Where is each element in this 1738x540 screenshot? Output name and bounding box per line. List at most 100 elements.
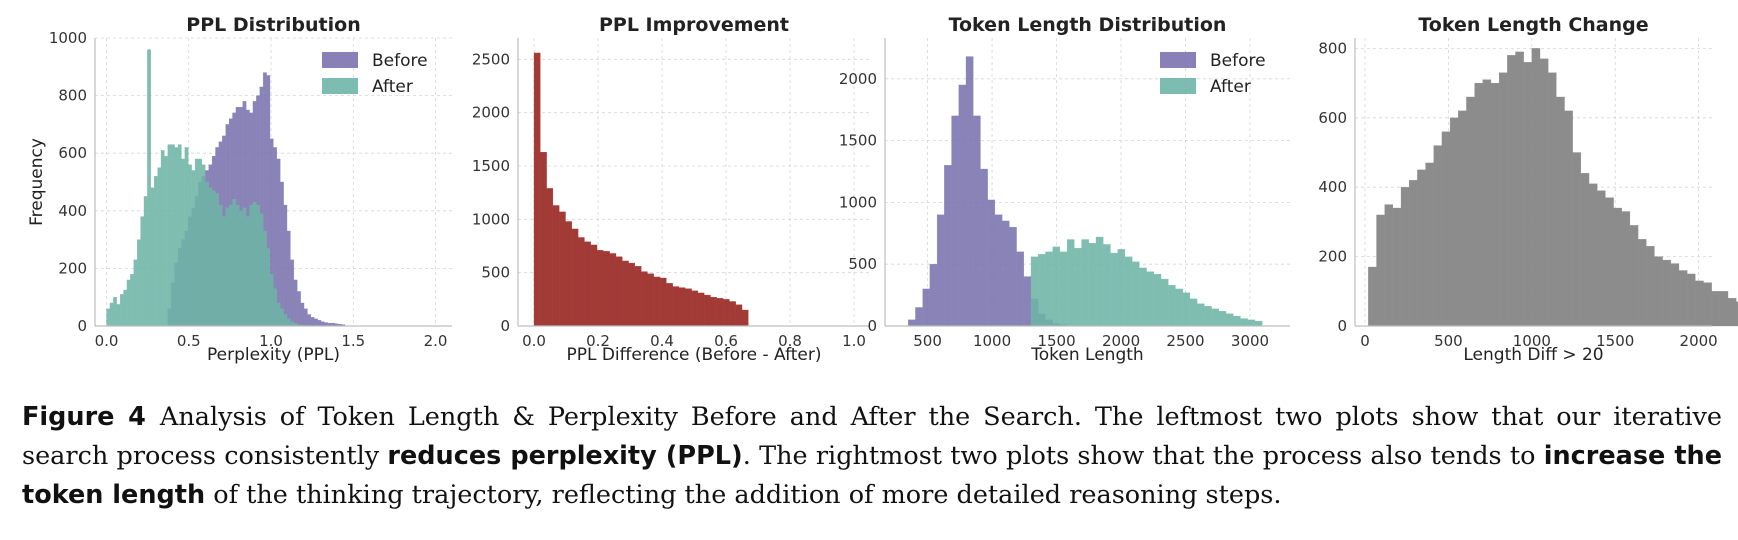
histogram-bar	[987, 199, 996, 327]
histogram-bar	[269, 274, 274, 327]
histogram-bar	[1646, 246, 1655, 327]
histogram-bar	[242, 207, 247, 327]
histogram-bar	[314, 318, 318, 327]
legend-label: After	[372, 77, 413, 97]
histogram-bar	[659, 277, 667, 327]
figure-caption: Figure 4 Analysis of Token Length & Perpl…	[22, 398, 1722, 515]
histogram-bar	[297, 291, 301, 327]
histogram-bar	[1711, 291, 1720, 327]
histogram-bar	[1146, 271, 1154, 327]
histogram-bar	[1572, 152, 1582, 327]
histogram-bar	[1168, 285, 1176, 327]
histogram-bar	[126, 279, 131, 327]
histogram-bar	[218, 204, 223, 327]
series-bars	[533, 52, 749, 327]
histogram-bar	[533, 52, 541, 327]
histogram-bar	[276, 158, 281, 327]
histogram-bar	[167, 144, 172, 327]
histogram-bar	[1588, 183, 1598, 327]
histogram-bar	[1580, 173, 1590, 327]
series-after	[1030, 236, 1263, 327]
histogram-bar	[1507, 55, 1516, 327]
histogram-bar	[1662, 259, 1671, 327]
histogram-bar	[283, 204, 288, 327]
histogram-bar	[119, 294, 124, 327]
y-tick-label: 2500	[472, 50, 510, 68]
histogram-bar	[208, 187, 213, 327]
x-axis-label: Length Diff > 20	[1463, 345, 1603, 365]
histogram-bar	[259, 213, 264, 327]
chart-title: Token Length Distribution	[949, 14, 1227, 36]
histogram-bar	[143, 196, 148, 327]
histogram-bar	[615, 256, 623, 327]
histogram-bar	[980, 168, 988, 327]
histogram-bar	[228, 204, 233, 327]
histogram-bar	[109, 302, 114, 327]
histogram-bar	[1498, 72, 1508, 327]
caption-highlight-ppl: reduces perplexity (PPL)	[387, 441, 743, 471]
histogram-bar	[1458, 110, 1467, 327]
histogram-bar	[691, 290, 699, 327]
histogram-bar	[239, 210, 243, 327]
histogram-bar	[596, 250, 604, 327]
histogram-bar	[1247, 319, 1256, 327]
histogram-bar	[908, 319, 916, 327]
histogram-bar	[1001, 220, 1010, 327]
histogram-bar	[1539, 58, 1549, 327]
y-tick-label: 0	[500, 317, 510, 335]
histogram-bar	[1597, 190, 1606, 327]
x-axis-label: PPL Difference (Before - After)	[566, 345, 821, 365]
y-tick-label: 1000	[839, 193, 877, 211]
histogram-bar	[245, 216, 250, 327]
histogram-bar	[577, 237, 585, 327]
histogram-bar	[1703, 282, 1712, 327]
histogram-bar	[685, 288, 692, 327]
legend: Before After	[322, 51, 428, 97]
histogram-bar	[266, 248, 271, 327]
histogram-bar	[174, 147, 179, 327]
histogram-bar	[188, 164, 192, 327]
histogram-bar	[1189, 298, 1198, 327]
y-tick-label: 200	[58, 259, 87, 277]
caption-text-2: . The rightmost two plots show that the …	[742, 441, 1544, 471]
histogram-bar	[1531, 48, 1541, 327]
histogram-bar	[1074, 247, 1082, 327]
x-tick-label: 2500	[1166, 332, 1204, 350]
y-tick-label: 1500	[472, 157, 510, 175]
histogram-bar	[137, 239, 141, 327]
histogram-bar	[1182, 292, 1191, 327]
x-tick-label: 1500	[1596, 332, 1634, 350]
histogram-bar	[915, 307, 923, 327]
x-tick-label: 3000	[1231, 332, 1269, 350]
histogram-bar	[1124, 256, 1133, 327]
histogram-bar	[201, 164, 206, 327]
histogram-bar	[647, 273, 654, 327]
histogram-bar	[283, 314, 288, 327]
x-tick-label: 0	[1360, 332, 1370, 350]
histogram-bar	[1695, 280, 1704, 327]
histogram-bar	[922, 288, 931, 327]
histogram-bar	[1417, 169, 1426, 327]
histogram-bar	[958, 84, 967, 327]
histogram-bar	[106, 308, 111, 327]
histogram-bar	[280, 308, 284, 327]
histogram-bar	[1038, 254, 1046, 327]
figure-label: Figure 4	[22, 402, 146, 432]
x-tick-label: 1500	[1037, 332, 1075, 350]
histogram-bar	[1719, 291, 1729, 327]
histogram-bar	[1515, 51, 1524, 327]
histogram-bar	[1670, 263, 1680, 327]
histogram-bar	[1175, 288, 1183, 327]
histogram-bar	[113, 297, 117, 327]
histogram-bar	[215, 193, 220, 327]
chart-panel-1: 0.0 0.5 1.0 1.5 2.0 0 200 400 600 800 1000 PPL Dist…	[27, 14, 452, 365]
legend: Before After	[1160, 51, 1266, 97]
histogram-bar	[716, 298, 724, 327]
histogram-bar	[280, 181, 284, 327]
histogram-bar	[1449, 117, 1459, 327]
histogram-bar	[276, 302, 281, 327]
x-tick-label: 1000	[973, 332, 1011, 350]
histogram-bar	[303, 308, 308, 327]
y-tick-label: 0	[867, 317, 877, 335]
histogram-bar	[1409, 180, 1418, 327]
